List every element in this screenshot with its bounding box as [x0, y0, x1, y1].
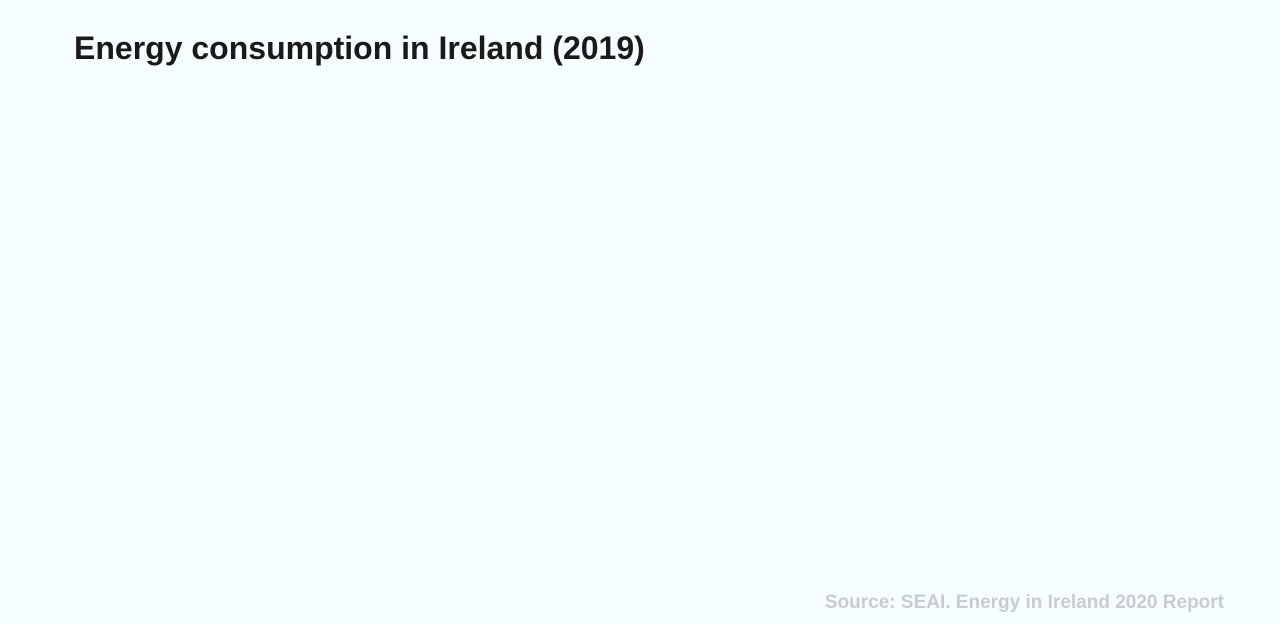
source-note: Source: SEAI. Energy in Ireland 2020 Rep…	[824, 592, 1224, 613]
slide-title: Energy consumption in Ireland (2019)	[74, 30, 645, 66]
